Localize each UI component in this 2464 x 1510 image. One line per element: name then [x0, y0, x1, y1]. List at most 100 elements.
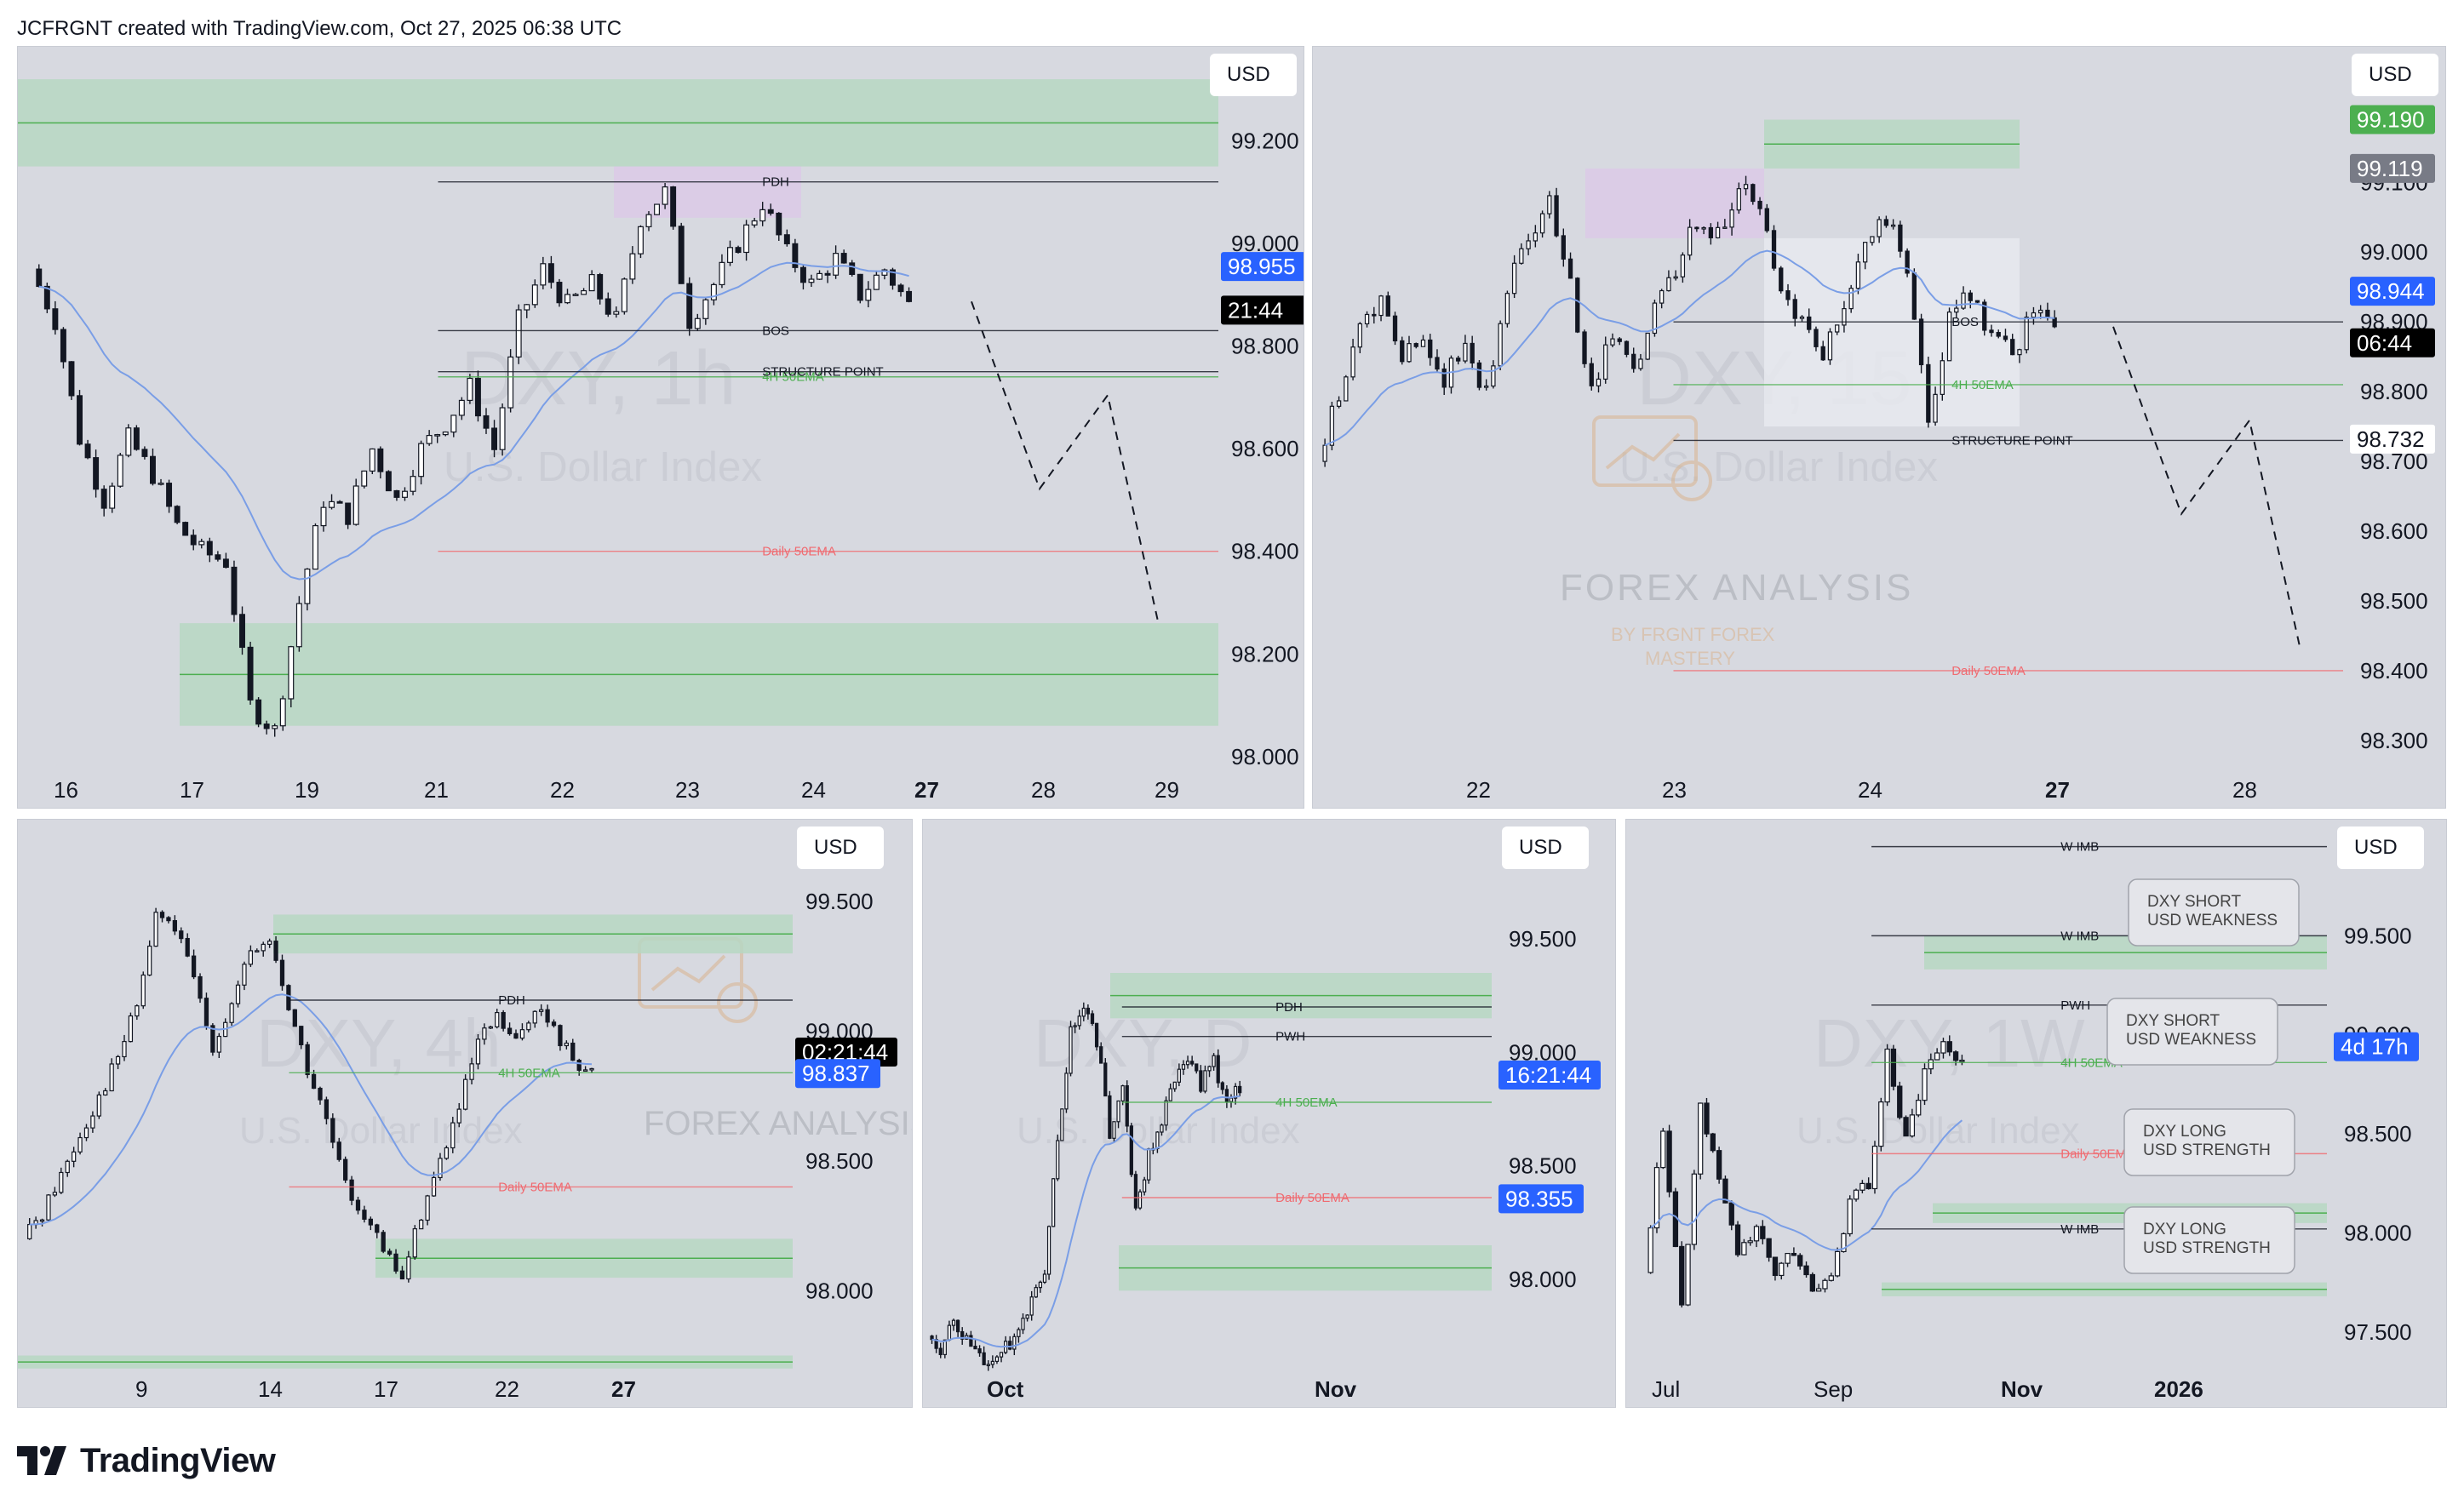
bear-candle-body: [68, 361, 75, 397]
chart-svg: DXY, 1WU.S. Dollar Index W IMB W IMB PWH 4H …: [1626, 820, 2446, 1407]
bull-candle-body: [1815, 1288, 1822, 1292]
currency-pill[interactable]: USD: [2352, 54, 2438, 96]
candle: [426, 430, 433, 446]
currency-pill[interactable]: USD: [1502, 826, 1589, 869]
candle: [345, 502, 352, 529]
bull-candle-body: [1652, 302, 1658, 335]
annotation-label: Daily 50EMA: [498, 1180, 572, 1194]
chart-panel-dxy-4h[interactable]: DXY, 4h U.S. Dollar Index FOREX ANALYSIS PD…: [17, 819, 913, 1408]
bear-candle-body: [686, 283, 693, 329]
candle: [59, 1167, 64, 1194]
candle: [166, 479, 173, 513]
candle: [1968, 289, 1973, 309]
bear-candle-body: [1224, 1089, 1229, 1102]
bull-candle-body: [572, 294, 579, 296]
price-tag-text: 4d 17h: [2341, 1034, 2409, 1060]
chart-panel-dxy-1h[interactable]: DXY, 1h U.S. Dollar Index PDH BOS 4H 50EMA ST…: [17, 46, 1304, 809]
bull-candle-body: [312, 524, 318, 570]
candle: [1069, 1021, 1073, 1077]
bear-candle-body: [174, 506, 181, 523]
candle: [857, 273, 863, 304]
bull-candle-body: [1064, 1072, 1069, 1110]
bull-candle-body: [719, 261, 725, 286]
bear-candle-body: [1898, 224, 1903, 252]
candle: [179, 927, 184, 944]
candle: [1017, 1327, 1021, 1343]
bear-candle-body: [60, 329, 66, 363]
bear-candle-body: [1911, 272, 1917, 320]
price-tag-text: 98.732: [2357, 426, 2425, 452]
bull-candle-body: [1842, 308, 1847, 326]
candle: [109, 1058, 114, 1092]
candle: [973, 1340, 977, 1350]
bear-candle-body: [311, 1073, 317, 1090]
bull-candle-body: [1350, 346, 1355, 378]
bull-candle-body: [1511, 262, 1517, 295]
bear-candle-body: [1108, 1095, 1112, 1139]
bull-candle-body: [654, 203, 661, 215]
candle: [412, 1225, 417, 1260]
price-tag-bg: [1498, 1061, 1601, 1090]
candle: [109, 482, 116, 513]
price-tag: 06:44: [2350, 328, 2435, 357]
bull-candle-body: [1715, 226, 1721, 238]
bull-candle-body: [531, 284, 538, 306]
candle: [1407, 335, 1412, 363]
bear-candle-body: [1918, 318, 1924, 366]
name-watermark-text: U.S. Dollar Index: [444, 443, 762, 490]
candle: [1751, 183, 1756, 205]
bear-candle-body: [1090, 1013, 1095, 1024]
attribution-header: JCFRGNT created with TradingView.com, Oc…: [17, 17, 622, 40]
candle: [1624, 340, 1630, 357]
candle: [1372, 306, 1377, 324]
currency-pill[interactable]: USD: [797, 826, 884, 869]
candle: [1743, 175, 1749, 196]
price-tag-text: 98.355: [1505, 1186, 1573, 1211]
candle: [1378, 295, 1384, 322]
bull-candle-body: [1687, 226, 1693, 256]
candle: [362, 1205, 367, 1223]
candle: [393, 489, 400, 501]
candle: [955, 1319, 960, 1338]
chart-panel-dxy-d[interactable]: DXY, D U.S. Dollar Index PDH PWH 4H 50EMA Dai…: [922, 819, 1616, 1408]
candle: [1897, 1081, 1903, 1120]
bull-candle-body: [135, 1005, 140, 1017]
x-tick-label: Nov: [1315, 1376, 1357, 1402]
bull-candle-body: [1504, 293, 1510, 324]
candle: [1701, 226, 1706, 235]
candle: [84, 439, 91, 460]
bear-candle-body: [678, 226, 685, 284]
currency-pill[interactable]: USD: [1210, 54, 1297, 96]
candle: [1575, 277, 1580, 334]
candle: [1498, 320, 1503, 371]
candle: [182, 521, 189, 536]
currency-pill[interactable]: USD: [2337, 826, 2424, 869]
candle: [355, 1196, 361, 1215]
candle: [1785, 1252, 1791, 1267]
bear-candle-body: [501, 1011, 506, 1029]
annotation-label: PWH: [2060, 998, 2090, 1013]
candle: [1660, 1128, 1666, 1170]
x-tick-label: 23: [675, 777, 700, 803]
annotation-label: STRUCTURE POINT: [1951, 433, 2073, 448]
bear-candle-body: [133, 427, 140, 450]
chart-panel-dxy-1w[interactable]: DXY, 1W U.S. Dollar Index W IMB W IMB PWH 4H …: [1625, 819, 2447, 1408]
bull-candle-body: [1685, 1244, 1691, 1306]
candle: [1691, 1170, 1698, 1250]
candle: [539, 1004, 544, 1016]
candle: [77, 390, 83, 446]
bear-candle-body: [1926, 363, 1931, 423]
candle: [377, 446, 384, 479]
candle: [1853, 1188, 1859, 1202]
candle: [1025, 1314, 1029, 1322]
callout-line-2: USD WEAKNESS: [2126, 1031, 2256, 1049]
candle: [743, 220, 750, 261]
x-tick-label: 28: [2232, 777, 2257, 803]
candle: [551, 1019, 557, 1028]
bear-candle-body: [1589, 363, 1594, 386]
bull-candle-body: [564, 294, 570, 304]
candle: [1112, 1121, 1116, 1143]
candle: [1771, 225, 1777, 272]
symbol-watermark: DXY, 1h U.S. Dollar Index: [444, 336, 762, 490]
